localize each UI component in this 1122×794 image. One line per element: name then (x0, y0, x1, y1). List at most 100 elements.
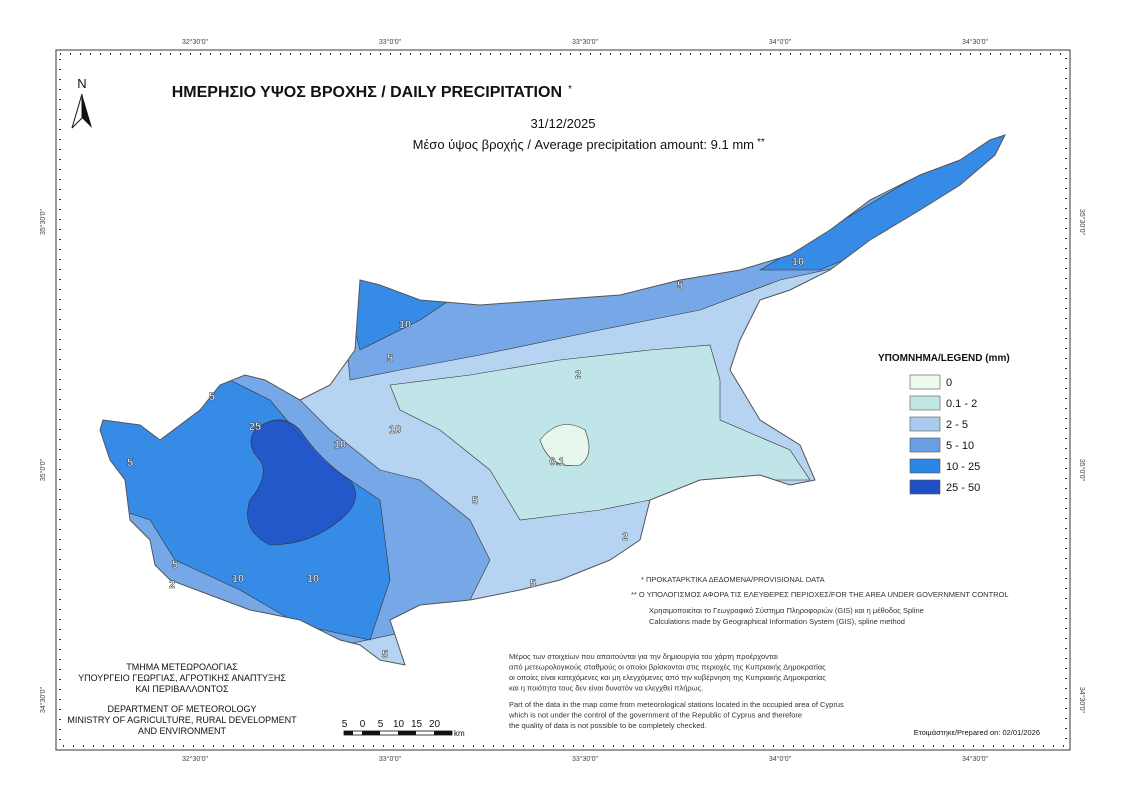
average: Μέσο ύψος βροχής / Average precipitation… (413, 137, 754, 152)
contour-label: 5 (172, 559, 178, 571)
contour-label: 10 (334, 439, 346, 451)
department-line: MINISTRY OF AGRICULTURE, RURAL DEVELOPME… (67, 715, 297, 725)
legend-label: 25 - 50 (946, 482, 980, 494)
frame (55, 49, 1071, 751)
contour-label: 5 (127, 457, 133, 469)
data-notes: Μέρος των στοιχείων που απαιτούνται για … (508, 652, 844, 730)
department-line: AND ENVIRONMENT (138, 726, 227, 736)
data-note: which is not under the control of the go… (508, 711, 802, 720)
lon-tick-label: 33°30'0" (572, 755, 599, 763)
scale-label: 15 (411, 719, 423, 730)
scale-bar-segment (398, 731, 416, 735)
department-line: ΤΜΗΜΑ ΜΕΤΕΩΡΟΛΟΓΙΑΣ (126, 662, 238, 672)
lat-tick-label: 35°30'0" (39, 208, 47, 235)
lon-tick-label: 32°30'0" (182, 38, 209, 46)
data-note: Part of the data in the map come from me… (509, 700, 844, 709)
legend-label: 0.1 - 2 (946, 398, 977, 410)
data-note: Μέρος των στοιχείων που απαιτούνται για … (509, 652, 778, 661)
title-mark: * (568, 84, 572, 95)
scale-label: 5 (378, 719, 384, 730)
scale-bar-segment (434, 731, 452, 735)
legend-label: 2 - 5 (946, 419, 968, 431)
legend-swatch (909, 437, 941, 453)
legend-label: 10 - 25 (946, 461, 980, 473)
scale-bar (343, 730, 453, 736)
contour-label: 2 (622, 531, 628, 543)
lon-tick-label: 33°0'0" (379, 38, 402, 46)
contour-label: 10 (792, 256, 804, 268)
scale-label: 5 (342, 719, 348, 730)
date: 31/12/2025 (530, 116, 595, 131)
contour-label: 25 (249, 421, 261, 433)
scale-unit: km (454, 729, 465, 738)
contour-label: 5 (472, 495, 478, 507)
lon-tick-label: 34°30'0" (962, 755, 989, 763)
lat-tick-label: 34°30'0" (1078, 687, 1086, 714)
contour-label: 5 (530, 578, 536, 590)
provisional-note: * ΠΡΟΚΑΤΑΡΚΤΙΚΑ ΔΕΔΟΜΕΝΑ/PROVISIONAL DAT… (641, 575, 825, 584)
lon-tick-label: 34°30'0" (962, 38, 989, 46)
lon-tick-label: 32°30'0" (182, 755, 209, 763)
lon-tick-label: 34°0'0" (769, 38, 792, 46)
department-line: ΥΠΟΥΡΓΕΙΟ ΓΕΩΡΓΙΑΣ, ΑΓΡΟΤΙΚΗΣ ΑΝΑΠΤΥΞΗΣ (78, 673, 286, 683)
scale-label: 10 (393, 719, 405, 730)
department-line: ΚΑΙ ΠΕΡΙΒΑΛΛΟΝΤΟΣ (135, 684, 229, 694)
contour-label: 5 (382, 649, 388, 661)
contour-label: 10 (232, 573, 244, 585)
legend-swatch (909, 395, 941, 411)
scale-bar-segment (344, 731, 353, 735)
legend-label: 5 - 10 (946, 440, 974, 452)
legend-swatch (909, 458, 941, 474)
lon-tick-label: 33°0'0" (379, 755, 402, 763)
contour-label: 10 (399, 319, 411, 331)
method-note: Calculations made by Geographical Inform… (649, 617, 905, 626)
prepared-date: Ετοιμάστηκε/Prepared on: 02/01/2026 (914, 728, 1040, 737)
frame-ticks (59, 53, 1067, 747)
lon-tick-label: 34°0'0" (769, 755, 792, 763)
contour-label: 10 (307, 573, 319, 585)
graticule-labels: 32°30'0" 32°30'0" 33°0'0" 33°0'0" 33°30'0" 33… (39, 38, 1086, 763)
method-note: Χρησιμοποιείται το Γεωγραφικό Σύστημα Πλ… (649, 606, 924, 615)
scale-bar-segment (362, 731, 380, 735)
title: ΗΜΕΡΗΣΙΟ ΥΨΟΣ ΒΡΟΧΗΣ / DAILY PRECIPITATI… (172, 84, 562, 101)
legend-title: ΥΠΟΜΝΗΜΑ/LEGEND (mm) (878, 353, 1010, 364)
data-note: οι οποίες είναι κατεχόμενες και μη ελεγχ… (509, 673, 826, 682)
scale-labels: 5 0 5 10 15 20 km (342, 719, 465, 738)
legend: 0 0.1 - 2 2 - 5 5 - 10 10 - 25 25 - 50 (909, 374, 980, 495)
lat-tick-label: 35°30'0" (1078, 209, 1086, 236)
north-arrow: N (71, 76, 92, 129)
area-note: ** Ο ΥΠΟΛΟΓΙΣΜΟΣ ΑΦΟΡΑ ΤΙΣ ΕΛΕΥΘΕΡΕΣ ΠΕΡ… (631, 590, 1009, 599)
contour-label: 5 (677, 280, 683, 292)
lat-tick-label: 34°30'0" (39, 686, 47, 713)
legend-label: 0 (946, 377, 952, 389)
contour-label: 2 (169, 579, 175, 591)
lat-tick-label: 35°0'0" (1078, 459, 1086, 482)
zone (758, 135, 1005, 271)
north-label: N (77, 76, 86, 91)
average-mark: ** (757, 137, 765, 148)
zone (100, 379, 391, 641)
contour-label: 5 (387, 353, 393, 365)
contour-label: 5 (209, 391, 215, 403)
lon-tick-label: 33°30'0" (572, 38, 599, 46)
department-line: DEPARTMENT OF METEOROLOGY (107, 704, 256, 714)
lat-tick-label: 35°0'0" (39, 458, 47, 481)
zone (247, 419, 356, 546)
contour-label: 10 (389, 424, 401, 436)
north-arrow-right (82, 94, 92, 128)
north-arrow-left (71, 93, 83, 129)
data-note: και η ποιότητα τους δεν είναι δυνατόν να… (509, 684, 703, 693)
data-note: από μετεωρολογικούς σταθμούς οι οποίοι β… (509, 663, 826, 672)
legend-swatch (909, 374, 941, 390)
scale-label: 20 (429, 719, 441, 730)
legend-swatch (909, 416, 941, 432)
contour-label: 0.1 (549, 456, 564, 468)
zone (539, 424, 590, 467)
legend-swatch (909, 479, 941, 495)
contour-label: 2 (575, 369, 581, 381)
scale-label: 0 (360, 719, 366, 730)
data-note: the quality of data is not possible to b… (509, 721, 707, 730)
